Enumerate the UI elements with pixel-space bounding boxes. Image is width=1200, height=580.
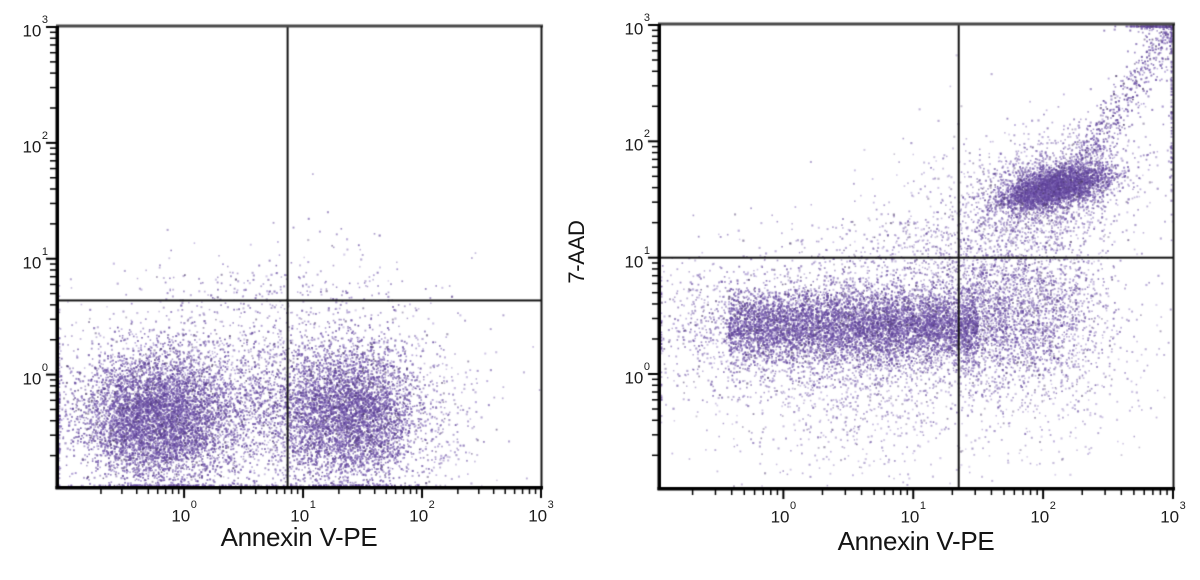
scatter-plots-canvas (0, 0, 1200, 580)
flow-cytometry-figure: Annexin V-PE Annexin V-PE 7-AAD 100 101 10… (0, 0, 1200, 580)
